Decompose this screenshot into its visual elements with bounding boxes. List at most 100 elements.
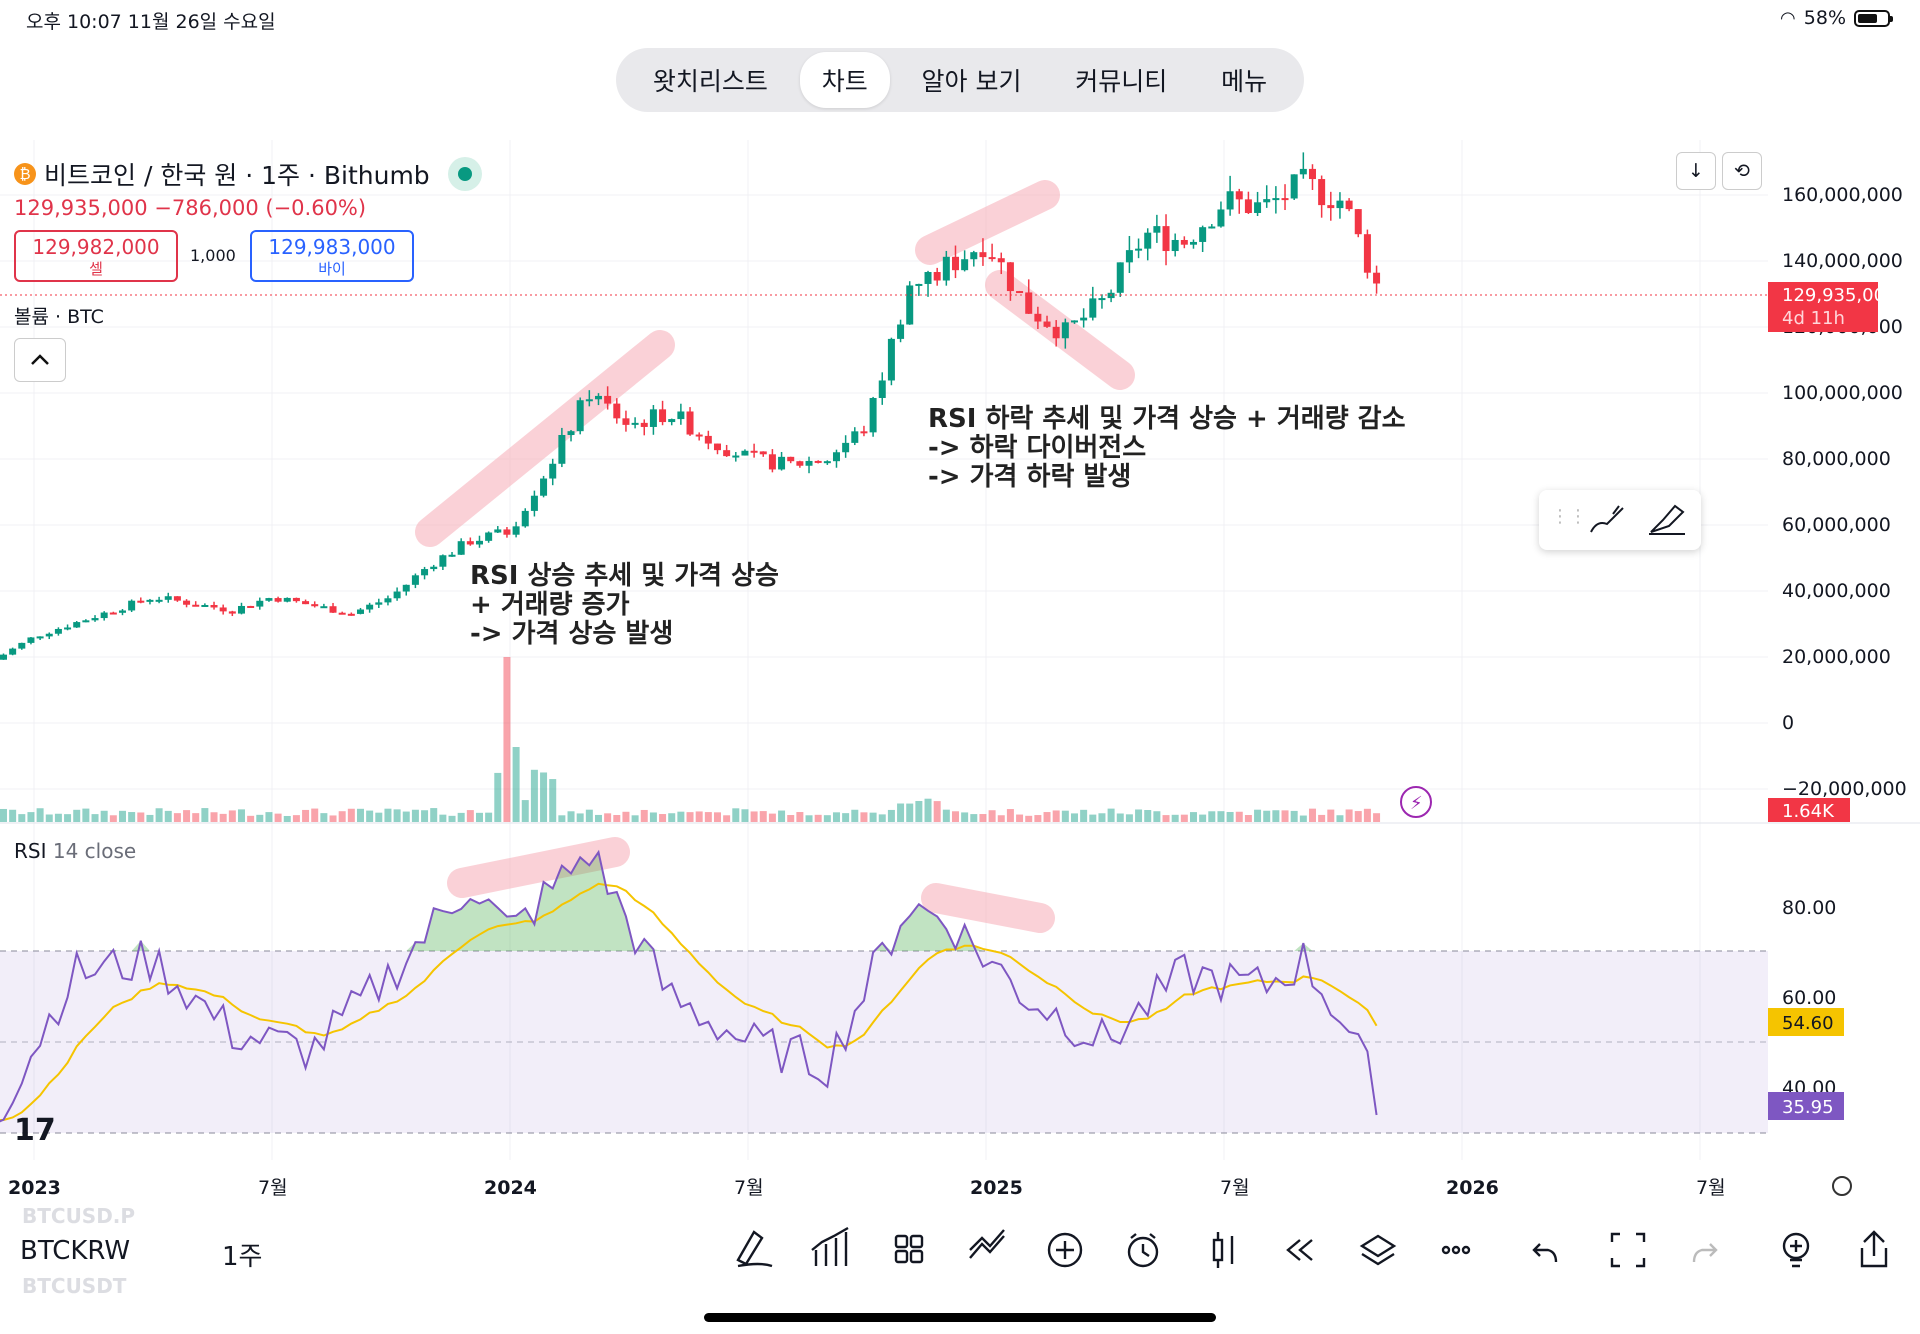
- candle: [1125, 235, 1133, 273]
- volume-bar: [466, 810, 474, 822]
- volume-bar: [979, 814, 987, 822]
- volume-bar: [137, 812, 145, 822]
- volume-bar: [887, 809, 895, 822]
- volume-bar: [82, 808, 90, 822]
- volume-bar: [951, 811, 959, 822]
- alarm-icon[interactable]: [1127, 1233, 1159, 1268]
- candle: [1144, 228, 1152, 261]
- volume-bar: [823, 815, 831, 822]
- volume-bar: [576, 813, 584, 822]
- volume-bar: [1363, 808, 1371, 822]
- interval-selector[interactable]: 1주: [222, 1242, 263, 1272]
- candle-icon[interactable]: [1212, 1232, 1234, 1268]
- tab-watchlist[interactable]: 왓치리스트: [652, 67, 768, 96]
- layers-icon[interactable]: [1359, 1234, 1397, 1266]
- brush-icon[interactable]: [1587, 502, 1631, 538]
- lightning-icon[interactable]: [1400, 786, 1432, 818]
- candle: [860, 425, 868, 437]
- buy-button[interactable]: 129,983,000 바이: [250, 230, 414, 282]
- candle: [320, 603, 328, 609]
- volume-bar: [613, 815, 621, 822]
- more-icon[interactable]: [1441, 1245, 1471, 1255]
- volume-bar: [659, 814, 667, 822]
- compare-icon[interactable]: [969, 1229, 1005, 1259]
- candle: [961, 250, 969, 272]
- settings-icon[interactable]: [1832, 1176, 1852, 1196]
- candle: [283, 597, 291, 603]
- volume-bar: [1034, 815, 1042, 822]
- collapse-button[interactable]: [14, 338, 66, 382]
- candle: [521, 508, 529, 528]
- candle: [1299, 152, 1307, 179]
- volume-bar: [45, 814, 53, 822]
- ideas-icon[interactable]: [1782, 1232, 1810, 1268]
- volume-bar: [494, 772, 502, 822]
- volume-bar: [915, 800, 923, 822]
- volume-bar: [1107, 808, 1115, 822]
- ghost-symbol-top: BTCUSD.P: [22, 1204, 136, 1228]
- wifi-icon: ◠: [1780, 7, 1796, 29]
- top-nav: 왓치리스트 차트 알아 보기 커뮤니티 메뉴: [616, 48, 1304, 112]
- candle: [604, 386, 612, 410]
- candle: [1052, 320, 1060, 347]
- pen-icon[interactable]: [736, 1230, 773, 1268]
- ticker-symbol[interactable]: BTCKRW: [20, 1236, 131, 1266]
- fullscreen-icon[interactable]: [1610, 1232, 1646, 1268]
- tab-community[interactable]: 커뮤니티: [1075, 67, 1168, 96]
- add-icon[interactable]: [1047, 1232, 1083, 1268]
- candle: [530, 490, 538, 517]
- volume-label: 볼륨 · BTC: [14, 306, 104, 328]
- volume-bar: [430, 808, 438, 822]
- candle: [1345, 198, 1353, 212]
- auto-scale-button[interactable]: ⟲: [1722, 152, 1762, 190]
- volume-bar: [146, 814, 154, 822]
- candle: [1171, 233, 1179, 257]
- candle: [631, 417, 639, 429]
- scroll-down-button[interactable]: ↓: [1676, 152, 1716, 190]
- candle: [942, 250, 950, 286]
- indicators-icon[interactable]: [811, 1226, 849, 1266]
- time-tick: 7월: [258, 1177, 288, 1199]
- annotation-1: RSI 상승 추세 및 가격 상승 + 거래량 증가 -> 가격 상승 발생: [470, 561, 779, 649]
- candle: [686, 407, 694, 436]
- refresh-icon: ⟲: [1734, 160, 1750, 182]
- volume-bar: [109, 815, 117, 822]
- volume-bar: [118, 810, 126, 822]
- time-axis: 2023 7월 2024 7월 2025 7월 2026 7월: [8, 1177, 1726, 1199]
- volume-bar: [732, 808, 740, 822]
- symbol-title: 비트코인 / 한국 원 · 1주 · Bithumb: [44, 161, 430, 190]
- ghost-symbol-bottom: BTCUSDT: [22, 1274, 127, 1298]
- replay-icon[interactable]: [1286, 1239, 1313, 1261]
- tab-chart[interactable]: 차트: [799, 52, 890, 108]
- tab-menu[interactable]: 메뉴: [1221, 67, 1268, 96]
- volume-value: 1.64K: [1782, 801, 1835, 822]
- volume-bar: [741, 809, 749, 822]
- volume-bar: [393, 809, 401, 822]
- tab-explore[interactable]: 알아 보기: [921, 67, 1022, 96]
- price-change: 129,935,000 −786,000 (−0.60%): [14, 196, 367, 220]
- candles: [0, 152, 1381, 660]
- candle: [1080, 308, 1088, 328]
- volume-bar: [128, 812, 136, 822]
- candle: [897, 319, 905, 343]
- candle: [1199, 225, 1207, 252]
- undo-icon[interactable]: [1532, 1243, 1558, 1263]
- volume-bar: [256, 814, 264, 822]
- volume-bar: [366, 810, 374, 822]
- volume-bar: [283, 815, 291, 822]
- highlighter-icon[interactable]: [1645, 502, 1689, 538]
- symbol-header[interactable]: ₿ 비트코인 / 한국 원 · 1주 · Bithumb: [14, 156, 482, 192]
- candle: [750, 443, 758, 458]
- templates-icon[interactable]: [894, 1234, 924, 1264]
- volume-bar: [1171, 814, 1179, 822]
- candle: [1153, 214, 1161, 243]
- sell-button[interactable]: 129,982,000 셀: [14, 230, 178, 282]
- volume-bar: [1135, 809, 1143, 822]
- drag-handle-icon[interactable]: ⋮⋮: [1551, 506, 1587, 527]
- candle: [329, 602, 337, 614]
- volume-bar: [201, 808, 209, 822]
- share-icon[interactable]: [1860, 1230, 1888, 1268]
- volume-bar: [64, 814, 72, 822]
- candle: [146, 598, 154, 605]
